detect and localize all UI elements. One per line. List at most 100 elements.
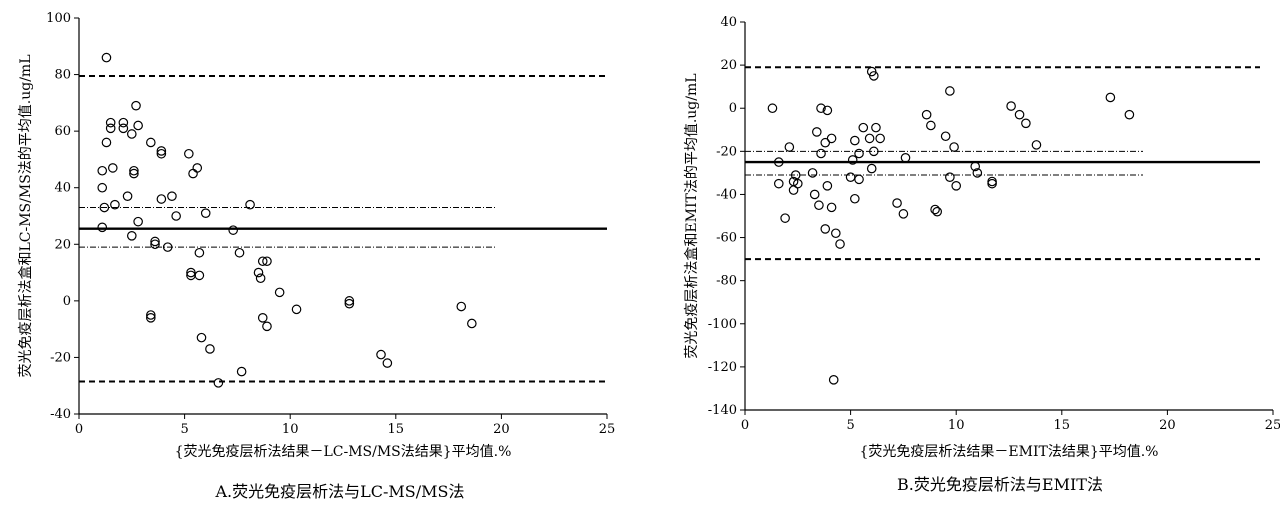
data-point bbox=[146, 310, 156, 320]
data-point bbox=[987, 178, 997, 189]
data-point bbox=[951, 181, 961, 191]
data-point bbox=[792, 178, 803, 189]
data-point bbox=[122, 191, 133, 201]
x-tick-label: 15 bbox=[1054, 418, 1071, 433]
data-point bbox=[898, 209, 909, 219]
x-tick-label: 10 bbox=[948, 418, 965, 433]
data-point bbox=[257, 313, 268, 323]
data-point bbox=[97, 165, 108, 176]
x-tick-label: 20 bbox=[1159, 418, 1176, 433]
data-point bbox=[105, 123, 116, 134]
data-point bbox=[129, 168, 139, 179]
data-point bbox=[1014, 109, 1025, 120]
data-point bbox=[773, 157, 784, 167]
data-point bbox=[845, 172, 856, 182]
data-point bbox=[110, 199, 120, 210]
data-point bbox=[921, 109, 932, 120]
y-tick-label: -60 bbox=[716, 231, 737, 246]
data-point bbox=[129, 165, 139, 176]
data-point bbox=[932, 206, 942, 217]
x-tick-label: 25 bbox=[1265, 418, 1280, 433]
y-axis-label: 荧光免疫层析法盒和LC-MS/MS法的平均值.ug/mL bbox=[17, 54, 34, 377]
data-point bbox=[972, 168, 983, 178]
data-point bbox=[156, 194, 167, 204]
data-point bbox=[1105, 92, 1116, 103]
data-point bbox=[344, 296, 355, 306]
y-axis-label: 荧光免疫层析法盒和EMIT法的平均值.ug/mL bbox=[683, 73, 700, 358]
data-point bbox=[162, 242, 173, 252]
x-tick-label: 25 bbox=[599, 422, 616, 437]
data-point bbox=[192, 163, 203, 173]
data-point bbox=[133, 120, 143, 131]
data-point bbox=[234, 247, 245, 258]
data-point bbox=[133, 216, 143, 227]
data-point bbox=[156, 148, 167, 159]
data-point bbox=[828, 375, 839, 385]
data-point bbox=[831, 228, 841, 239]
data-point bbox=[262, 321, 272, 332]
y-tick-label: 20 bbox=[54, 237, 71, 252]
data-point bbox=[875, 133, 885, 144]
y-tick-label: 0 bbox=[63, 294, 71, 309]
data-point bbox=[940, 131, 951, 142]
data-point bbox=[344, 298, 355, 309]
y-tick-label: -40 bbox=[716, 187, 737, 202]
y-tick-label: -140 bbox=[708, 403, 737, 418]
data-point bbox=[822, 181, 833, 191]
data-point bbox=[809, 189, 820, 200]
y-tick-label: 40 bbox=[720, 15, 737, 30]
data-point bbox=[101, 137, 112, 148]
data-point bbox=[291, 304, 302, 315]
data-point bbox=[382, 358, 393, 368]
data-point bbox=[784, 142, 795, 152]
x-axis-label: {荧光免疫层析法结果－LC-MS/MS法结果}平均值.% bbox=[175, 443, 512, 460]
data-point bbox=[1124, 109, 1135, 120]
data-point bbox=[826, 202, 837, 213]
data-point bbox=[131, 100, 141, 111]
data-point bbox=[814, 200, 824, 211]
data-point bbox=[864, 133, 875, 144]
x-tick-label: 10 bbox=[282, 422, 299, 437]
data-point bbox=[118, 117, 129, 128]
x-tick-label: 15 bbox=[388, 422, 405, 437]
x-tick-label: 0 bbox=[75, 422, 83, 437]
data-point bbox=[146, 137, 156, 148]
data-point bbox=[767, 103, 778, 114]
data-point bbox=[926, 120, 936, 131]
data-point bbox=[97, 222, 108, 233]
panel-caption: A.荧光免疫层析法与LC-MS/MS法 bbox=[215, 482, 465, 501]
data-point bbox=[171, 211, 181, 221]
data-point bbox=[822, 105, 833, 116]
data-point bbox=[790, 170, 801, 180]
data-point bbox=[188, 168, 198, 179]
data-point bbox=[97, 182, 108, 193]
data-point bbox=[101, 52, 112, 63]
data-point bbox=[118, 123, 129, 134]
data-point bbox=[200, 208, 211, 218]
data-point bbox=[194, 247, 205, 258]
data-point bbox=[253, 267, 264, 278]
x-tick-label: 20 bbox=[493, 422, 510, 437]
data-point bbox=[970, 161, 981, 172]
data-point bbox=[949, 142, 959, 152]
data-point bbox=[847, 155, 858, 165]
data-point bbox=[869, 71, 879, 81]
data-point bbox=[816, 148, 826, 159]
data-point bbox=[826, 133, 837, 144]
y-tick-label: -20 bbox=[716, 144, 737, 159]
data-point bbox=[773, 178, 784, 189]
data-point bbox=[900, 153, 911, 163]
data-point bbox=[255, 273, 266, 284]
data-point bbox=[1021, 118, 1031, 129]
data-point bbox=[167, 191, 177, 201]
data-point bbox=[456, 301, 467, 312]
data-point bbox=[186, 267, 196, 278]
data-point bbox=[99, 202, 110, 213]
panel-b-emit: 0 5 10 15 20 25 -140 -120 -100 -80 -60 -40 -20 0 20 40 {… bbox=[683, 15, 1280, 494]
data-point bbox=[228, 225, 238, 235]
data-point bbox=[807, 168, 818, 178]
data-point bbox=[467, 318, 477, 329]
data-point bbox=[820, 224, 831, 234]
y-tick-label: 80 bbox=[54, 68, 71, 83]
data-point bbox=[150, 236, 160, 247]
